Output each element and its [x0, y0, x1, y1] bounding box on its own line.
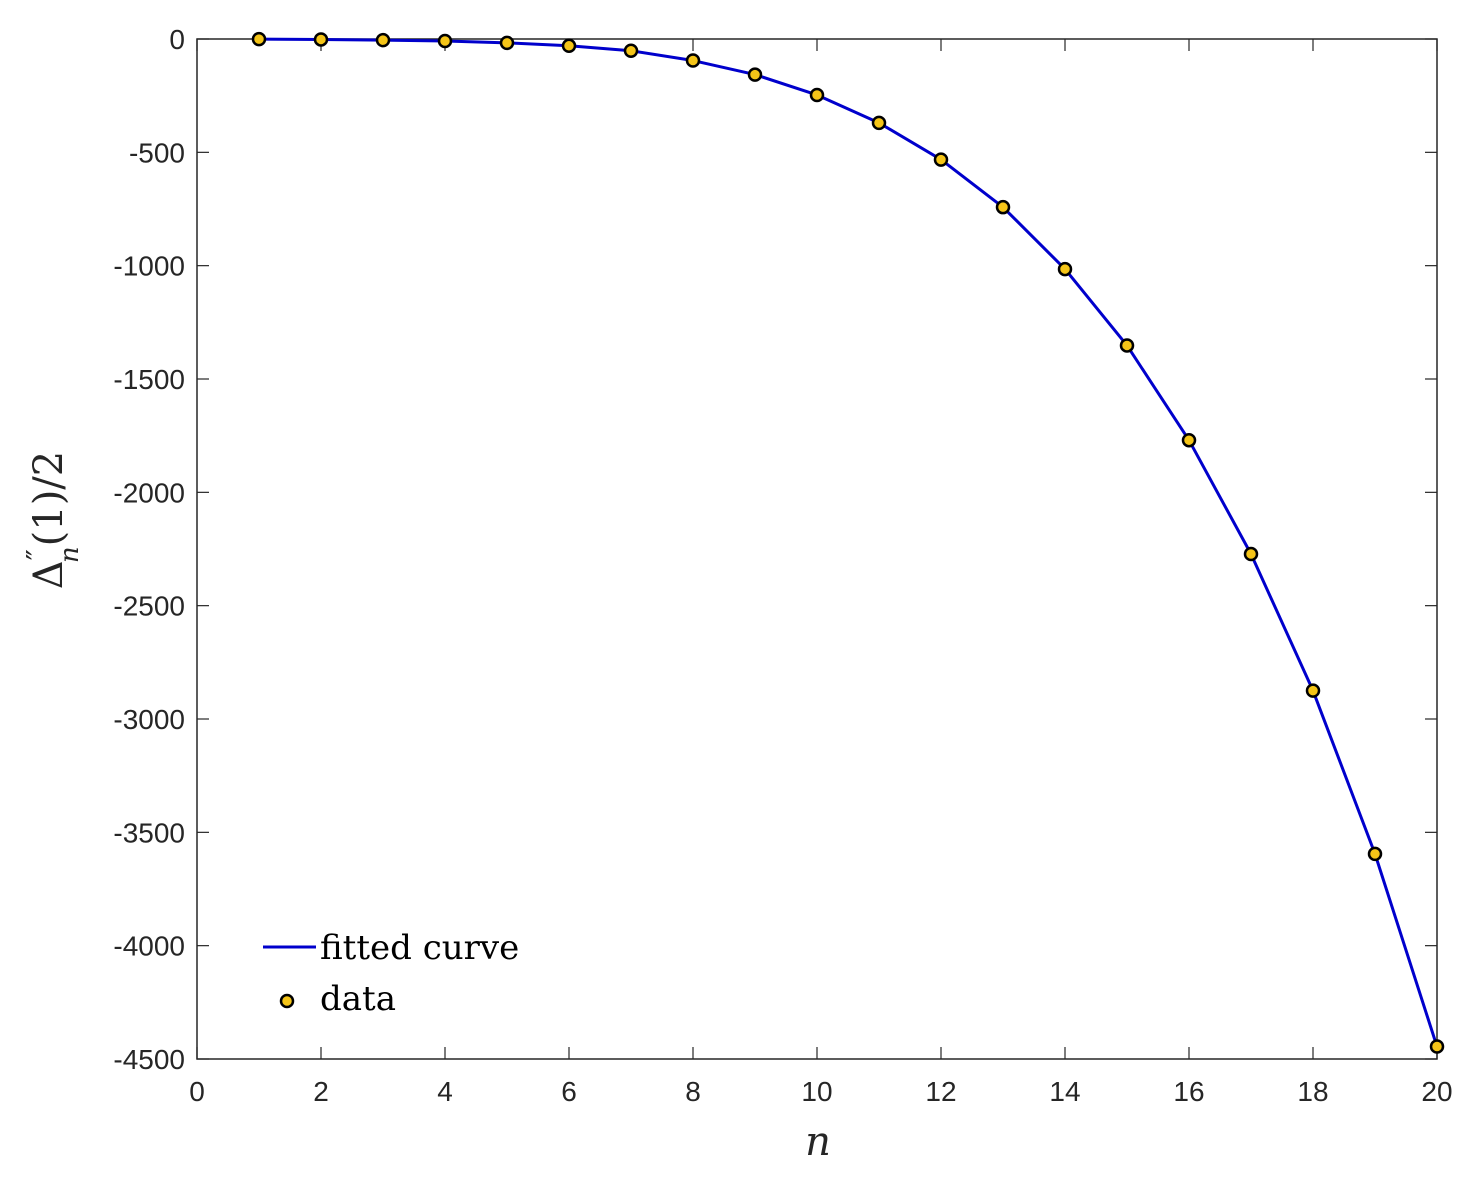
data-point: [1305, 683, 1321, 698]
x-tick-label: 2: [313, 1076, 329, 1107]
x-tick-label: 16: [1173, 1076, 1204, 1107]
x-axis: 0 2 4 6 8 10 12 14 16 18 20: [189, 39, 1453, 1107]
data-point: [1429, 1039, 1445, 1054]
y-tick-label: -4000: [113, 931, 185, 962]
y-axis-title-superscript: ″: [21, 549, 56, 560]
x-tick-label: 14: [1049, 1076, 1080, 1107]
x-tick-label: 18: [1297, 1076, 1328, 1107]
y-tick-label: -500: [129, 137, 185, 168]
data-point: [251, 31, 267, 47]
data-point: [313, 32, 329, 47]
series-line-fitted-curve: [258, 37, 1439, 1047]
data-point: [685, 53, 701, 68]
data-point: [437, 33, 453, 49]
legend-marker-swatch: [279, 993, 295, 1009]
y-tick-label: 0: [169, 24, 185, 55]
y-tick-label: -1000: [113, 251, 185, 282]
x-axis-title: n: [805, 1119, 831, 1165]
y-tick-label: -1500: [113, 364, 185, 395]
y-tick-label: -2500: [113, 591, 185, 622]
data-point: [499, 35, 515, 51]
x-tick-label: 12: [925, 1076, 956, 1107]
y-axis: 0 -500 -1000 -1500 -2000 -2500 -3000 -3500 -4000…: [113, 24, 1437, 1075]
x-tick-label: 20: [1421, 1076, 1452, 1107]
data-point: [747, 67, 763, 82]
plot-frame: [196, 38, 1438, 1060]
data-point: [995, 199, 1011, 215]
x-tick-label: 10: [801, 1076, 832, 1107]
y-axis-title-rest: (1)/2: [26, 451, 72, 547]
x-tick-label: 0: [189, 1076, 205, 1107]
data-point: [871, 115, 887, 131]
x-tick-label: 8: [685, 1076, 701, 1107]
data-point: [561, 38, 577, 54]
y-tick-label: -4500: [113, 1044, 185, 1075]
data-point: [1367, 846, 1383, 862]
series-layer: [251, 31, 1445, 1054]
data-point: [1243, 546, 1259, 562]
data-point: [933, 152, 949, 167]
y-axis-title-symbol: Δ: [26, 560, 72, 589]
legend: fitted curve data: [263, 928, 519, 1019]
data-point: [375, 32, 391, 48]
data-point: [809, 87, 825, 103]
y-axis-title: Δ″n(1)/2: [21, 451, 85, 589]
legend-label-fitted-curve: fitted curve: [320, 928, 519, 968]
y-axis-title-subscript: n: [55, 546, 85, 563]
plot-area: [196, 38, 1438, 1060]
y-tick-label: -3000: [113, 704, 185, 735]
data-point: [623, 43, 639, 59]
data-point: [1119, 338, 1135, 353]
x-tick-label: 6: [561, 1076, 577, 1107]
data-point: [1057, 261, 1073, 277]
legend-label-data: data: [320, 979, 396, 1019]
y-tick-label: -3500: [113, 817, 185, 848]
x-tick-label: 4: [437, 1076, 453, 1107]
y-tick-label: -2000: [113, 477, 185, 508]
data-point: [1181, 432, 1197, 448]
